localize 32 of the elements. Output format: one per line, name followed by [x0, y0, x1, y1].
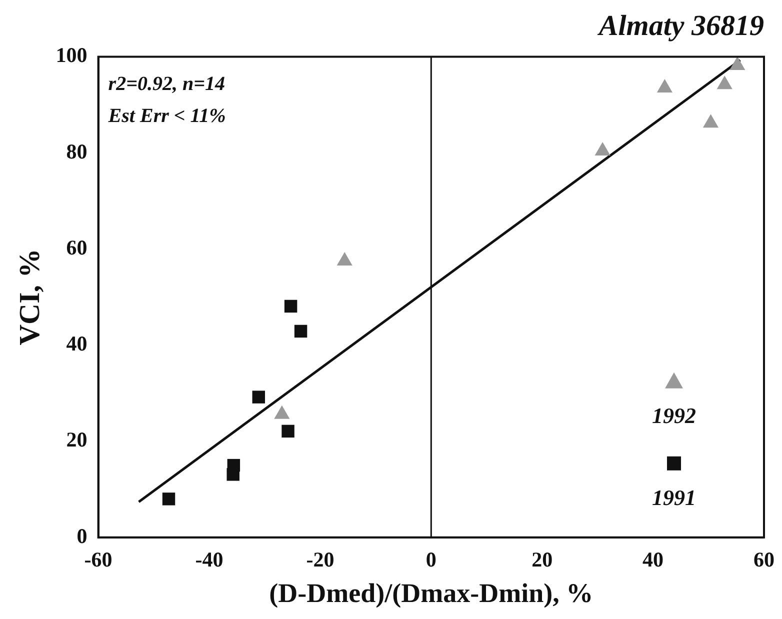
point	[252, 390, 265, 404]
point	[162, 492, 176, 506]
point	[294, 324, 308, 338]
y-tick-label: 0	[76, 524, 88, 548]
annotation: Est Err < 11%	[107, 104, 226, 127]
y-tick-label: 20	[66, 428, 88, 452]
point	[336, 252, 352, 266]
point	[282, 424, 294, 438]
x-tick-label: -60	[84, 547, 112, 572]
x-tick-label: -20	[306, 547, 334, 572]
y-tick-label: 60	[66, 235, 88, 260]
y-tick-label: 100	[56, 43, 88, 68]
annotation: r2=0.92, n=14	[108, 72, 226, 95]
y-tick-label: 80	[66, 139, 88, 164]
point	[284, 300, 298, 313]
legend-label: 1991	[652, 485, 696, 510]
legend-label: 1992	[652, 403, 696, 428]
point	[716, 76, 732, 90]
x-tick-label: -40	[195, 547, 224, 572]
x-tick-label: 60	[754, 547, 774, 572]
y-axis-title: VCI, %	[14, 248, 46, 346]
x-axis-title: (D-Dmed)/(Dmax-Dmin), %	[269, 578, 594, 608]
chart-title: Almaty 36819	[596, 10, 764, 42]
x-tick-label: 20	[532, 547, 553, 572]
y-tick-label: 40	[66, 332, 88, 356]
point	[227, 458, 240, 472]
x-tick-label: 0	[426, 547, 436, 572]
point	[702, 114, 719, 128]
point	[594, 142, 610, 156]
x-tick-label: 40	[642, 547, 664, 572]
point	[730, 56, 746, 70]
point	[656, 79, 672, 93]
